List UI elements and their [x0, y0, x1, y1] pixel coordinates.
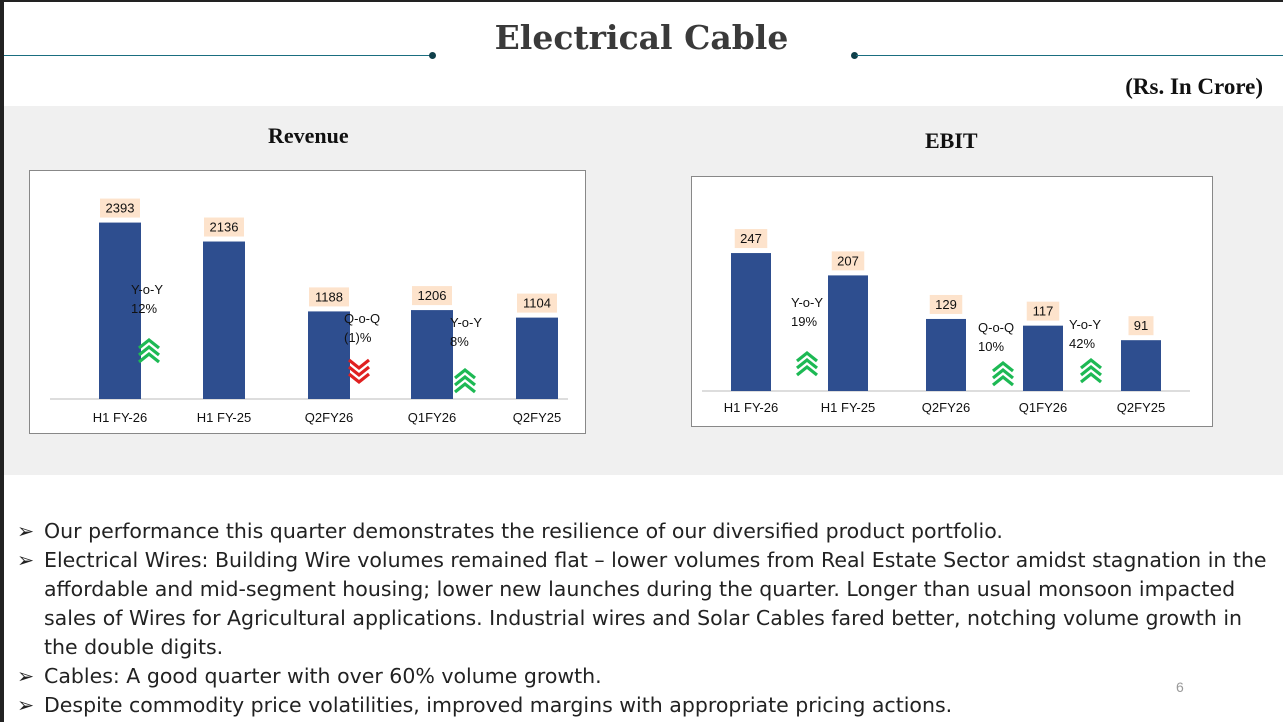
data-label-4: 91	[1134, 318, 1148, 333]
bullet-item: ➢ Cables: A good quarter with over 60% vo…	[17, 662, 1267, 691]
bullet-arrow-icon: ➢	[17, 519, 35, 543]
growth-value-1: 10%	[978, 339, 1004, 354]
bar-3	[1023, 325, 1063, 391]
tick-label-4: Q2FY25	[1117, 400, 1165, 415]
bar-2	[308, 311, 350, 399]
bullet-text: Electrical Wires: Building Wire volumes …	[44, 548, 1267, 659]
data-label-3: 1206	[418, 288, 447, 303]
title-rule-right	[856, 55, 1283, 56]
commentary-list: ➢ Our performance this quarter demonstrat…	[17, 517, 1267, 720]
bullet-arrow-icon: ➢	[17, 664, 35, 688]
growth-up-arrow-icon	[796, 350, 818, 377]
growth-up-arrow-icon	[992, 360, 1014, 387]
bar-4	[1121, 340, 1161, 391]
bullet-arrow-icon: ➢	[17, 693, 35, 717]
top-border	[4, 0, 1283, 2]
bar-4	[516, 317, 558, 399]
data-label-bg-4	[517, 293, 557, 313]
data-label-2: 1188	[315, 289, 343, 304]
tick-label-1: H1 FY-25	[821, 400, 875, 415]
data-label-bg-4	[1128, 316, 1154, 336]
tick-label-0: H1 FY-26	[724, 400, 778, 415]
growth-value-0: 19%	[791, 314, 817, 329]
growth-label-0: Y-o-Y	[131, 282, 163, 297]
data-label-bg-3	[412, 286, 452, 306]
growth-value-2: 42%	[1069, 336, 1095, 351]
growth-label-2: Y-o-Y	[1069, 317, 1101, 332]
data-label-bg-1	[831, 251, 865, 271]
data-label-bg-1	[204, 217, 244, 237]
units-label: (Rs. In Crore)	[1125, 74, 1263, 99]
growth-up-arrow-icon	[1080, 357, 1102, 384]
tick-label-2: Q2FY26	[922, 400, 970, 415]
tick-label-2: Q2FY26	[305, 410, 353, 425]
title-rule-left-dot	[429, 52, 436, 59]
tick-label-3: Q1FY26	[1019, 400, 1067, 415]
growth-label-1: Q-o-Q	[344, 311, 380, 326]
data-label-3: 117	[1033, 304, 1054, 319]
growth-label-0: Y-o-Y	[791, 295, 823, 310]
data-label-bg-0	[100, 198, 140, 218]
tick-label-0: H1 FY-26	[93, 410, 147, 425]
tick-label-3: Q1FY26	[408, 410, 456, 425]
revenue-chart: 2393 H1 FY-26 2136 H1 FY-25 1188 Q2FY26 1206 Q1…	[29, 170, 586, 434]
bullet-arrow-icon: ➢	[17, 548, 35, 572]
data-label-1: 207	[837, 253, 859, 268]
data-label-0: 2393	[106, 201, 135, 216]
growth-value-1: (1)%	[344, 330, 372, 345]
revenue-chart-title: Revenue	[268, 123, 349, 148]
bullet-text: Despite commodity price volatilities, im…	[44, 693, 953, 717]
bar-1	[828, 275, 868, 391]
data-label-2: 129	[935, 297, 957, 312]
bullet-item: ➢ Electrical Wires: Building Wire volumes…	[17, 546, 1267, 662]
data-label-1: 2136	[210, 220, 239, 235]
data-label-bg-2	[309, 287, 349, 307]
growth-label-1: Q-o-Q	[978, 320, 1014, 335]
tick-label-1: H1 FY-25	[197, 410, 251, 425]
title-rule-left	[4, 55, 432, 56]
bar-0	[731, 253, 771, 391]
ebit-chart-title: EBIT	[925, 128, 978, 153]
data-label-bg-0	[734, 229, 768, 249]
growth-value-0: 12%	[131, 301, 157, 316]
growth-up-arrow-icon	[138, 337, 160, 364]
ebit-chart: 247 H1 FY-26 207 H1 FY-25 129 Q2FY26 117 Q1FY26…	[691, 176, 1213, 427]
growth-label-2: Y-o-Y	[450, 315, 482, 330]
slide-title: Electrical Cable	[494, 18, 789, 57]
title-rule-right-dot	[851, 52, 858, 59]
bar-1	[203, 241, 245, 399]
tick-label-4: Q2FY25	[513, 410, 561, 425]
growth-up-arrow-icon	[454, 367, 476, 394]
growth-down-arrow-icon	[348, 358, 370, 385]
bar-3	[411, 310, 453, 399]
left-border	[0, 0, 4, 722]
data-label-4: 1104	[523, 296, 551, 311]
ebit-chart-svg: 247 H1 FY-26 207 H1 FY-25 129 Q2FY26 117 Q1FY26…	[702, 229, 1190, 415]
bullet-item: ➢ Our performance this quarter demonstrat…	[17, 517, 1267, 546]
bullet-text: Cables: A good quarter with over 60% vol…	[44, 664, 602, 688]
bullet-text: Our performance this quarter demonstrate…	[44, 519, 1003, 543]
bar-2	[926, 318, 966, 391]
data-label-0: 247	[740, 231, 762, 246]
page-number: 6	[1176, 679, 1184, 695]
data-label-bg-2	[929, 294, 963, 314]
revenue-chart-svg: 2393 H1 FY-26 2136 H1 FY-25 1188 Q2FY26 1206 Q1…	[50, 198, 568, 425]
growth-value-2: 8%	[450, 334, 469, 349]
bar-0	[99, 222, 141, 399]
bullet-item: ➢ Despite commodity price volatilities, i…	[17, 691, 1267, 720]
data-label-bg-3	[1026, 301, 1060, 321]
